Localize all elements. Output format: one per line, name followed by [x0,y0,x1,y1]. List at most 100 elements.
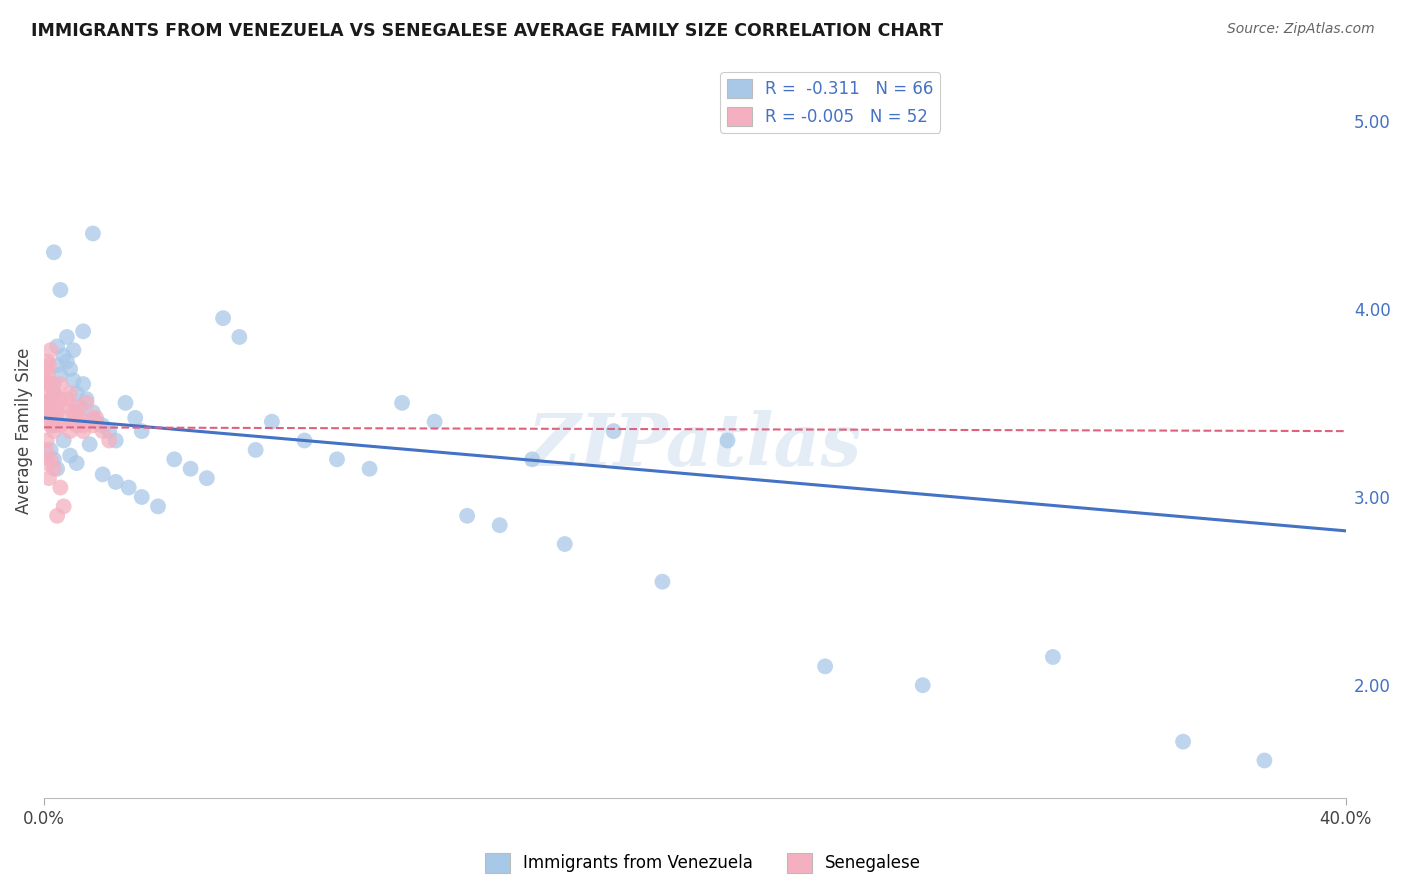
Point [56,392,79,406]
Point [39,442,62,457]
Point [75,396,97,410]
Point [228,330,250,344]
Point [62,343,84,358]
Legend: Immigrants from Venezuela, Senegalese: Immigrants from Venezuela, Senegalese [478,847,928,880]
Point [72,418,94,433]
Point [72,415,94,429]
Point [69,400,91,414]
Point [42,418,65,433]
Point [104,475,127,489]
Point [66,456,89,470]
Point [42,386,65,401]
Point [84,411,107,425]
Point [163,452,186,467]
Point [52,500,75,514]
Point [1042,650,1064,665]
Point [602,424,624,438]
Point [118,481,141,495]
Point [82,227,104,241]
Point [38,471,60,485]
Point [39,452,62,467]
Point [35,362,58,376]
Point [180,461,202,475]
Point [39,392,62,406]
Point [34,411,56,425]
Point [651,574,673,589]
Point [62,415,84,429]
Point [35,386,58,401]
Point [59,449,82,463]
Point [49,418,72,433]
Point [37,377,59,392]
Point [66,418,89,433]
Point [98,424,121,438]
Point [131,424,153,438]
Point [35,442,58,457]
Point [554,537,576,551]
Point [66,400,89,414]
Point [114,396,136,410]
Point [49,368,72,382]
Point [391,396,413,410]
Point [46,415,69,429]
Point [104,434,127,448]
Point [37,368,59,382]
Point [326,452,349,467]
Point [91,424,114,438]
Point [82,418,104,433]
Point [56,400,79,414]
Point [46,358,69,372]
Point [39,418,62,433]
Point [59,362,82,376]
Point [49,283,72,297]
Point [79,437,101,451]
Point [56,354,79,368]
Point [294,434,316,448]
Point [56,330,79,344]
Point [39,405,62,419]
Point [49,392,72,406]
Point [260,415,283,429]
Point [84,415,107,429]
Point [52,349,75,363]
Point [488,518,510,533]
Point [37,456,59,470]
Point [34,373,56,387]
Point [37,354,59,368]
Legend: R =  -0.311   N = 66, R = -0.005   N = 52: R = -0.311 N = 66, R = -0.005 N = 52 [720,72,941,133]
Point [72,424,94,438]
Point [46,339,69,353]
Point [522,452,544,467]
Point [35,434,58,448]
Point [46,400,69,414]
Point [1171,734,1194,748]
Point [91,467,114,482]
Point [423,415,446,429]
Point [49,481,72,495]
Point [42,386,65,401]
Point [245,442,267,457]
Point [359,461,381,475]
Point [62,405,84,419]
Point [39,343,62,358]
Point [82,405,104,419]
Y-axis label: Average Family Size: Average Family Size [15,348,32,515]
Point [62,373,84,387]
Text: IMMIGRANTS FROM VENEZUELA VS SENEGALESE AVERAGE FAMILY SIZE CORRELATION CHART: IMMIGRANTS FROM VENEZUELA VS SENEGALESE … [31,22,943,40]
Point [1253,754,1275,768]
Point [52,434,75,448]
Point [69,411,91,425]
Text: ZIPatlas: ZIPatlas [527,410,862,482]
Point [72,377,94,392]
Point [42,424,65,438]
Point [82,411,104,425]
Point [131,490,153,504]
Point [124,411,146,425]
Point [35,396,58,410]
Point [75,392,97,406]
Point [52,411,75,425]
Point [195,471,218,485]
Point [91,418,114,433]
Point [716,434,738,448]
Point [37,405,59,419]
